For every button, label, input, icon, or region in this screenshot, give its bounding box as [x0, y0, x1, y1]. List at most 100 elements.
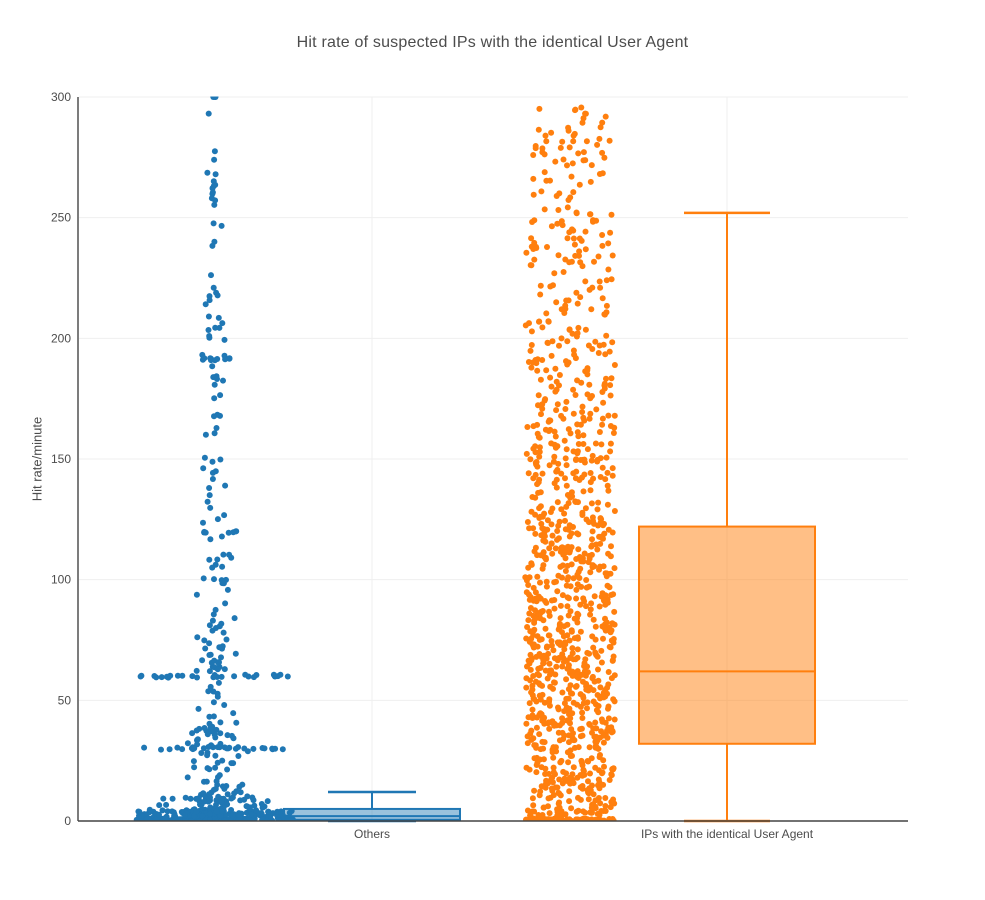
data-point[interactable] [573, 595, 580, 602]
data-point[interactable] [565, 297, 572, 304]
data-point[interactable] [555, 252, 562, 259]
data-point[interactable] [562, 455, 569, 462]
data-point[interactable] [528, 328, 535, 335]
data-point[interactable] [164, 808, 171, 815]
data-point[interactable] [561, 700, 568, 707]
data-point[interactable] [608, 627, 615, 634]
data-point[interactable] [607, 644, 614, 651]
data-point[interactable] [236, 783, 243, 790]
data-point[interactable] [538, 520, 545, 527]
data-point[interactable] [579, 671, 585, 678]
data-point[interactable] [224, 732, 231, 739]
data-point[interactable] [536, 692, 543, 699]
data-point[interactable] [608, 276, 615, 283]
data-point[interactable] [210, 699, 217, 706]
data-point[interactable] [532, 530, 539, 537]
data-point[interactable] [556, 776, 563, 783]
data-point[interactable] [564, 621, 571, 628]
data-point[interactable] [609, 472, 616, 479]
data-point[interactable] [540, 657, 547, 664]
data-point[interactable] [608, 771, 615, 778]
data-point[interactable] [605, 526, 612, 533]
data-point[interactable] [137, 673, 144, 680]
data-point[interactable] [206, 485, 213, 491]
data-point[interactable] [562, 517, 568, 524]
data-point[interactable] [528, 635, 535, 642]
data-point[interactable] [559, 544, 566, 551]
data-point[interactable] [535, 392, 542, 399]
data-point[interactable] [539, 324, 546, 331]
data-point[interactable] [526, 700, 533, 707]
data-point[interactable] [556, 190, 563, 197]
box-iqr[interactable] [283, 807, 461, 821]
data-point[interactable] [523, 720, 530, 727]
data-point[interactable] [582, 246, 589, 253]
data-point[interactable] [210, 713, 217, 720]
data-point[interactable] [603, 375, 609, 382]
data-point[interactable] [219, 563, 226, 570]
data-point[interactable] [230, 529, 237, 536]
data-point[interactable] [561, 732, 568, 739]
data-point[interactable] [565, 612, 572, 619]
data-point[interactable] [526, 320, 532, 327]
data-point[interactable] [208, 272, 214, 279]
data-point[interactable] [529, 686, 536, 693]
data-point[interactable] [549, 532, 556, 539]
data-point[interactable] [538, 188, 545, 195]
data-point[interactable] [210, 284, 217, 291]
data-point[interactable] [611, 608, 618, 615]
data-point[interactable] [579, 715, 586, 721]
data-point[interactable] [570, 347, 577, 354]
data-point[interactable] [565, 574, 572, 581]
data-point[interactable] [586, 381, 593, 388]
data-point[interactable] [570, 575, 577, 582]
data-point[interactable] [537, 595, 544, 602]
data-point[interactable] [580, 815, 587, 822]
data-point[interactable] [569, 330, 576, 337]
data-point[interactable] [545, 428, 552, 434]
data-point[interactable] [243, 803, 250, 810]
data-point[interactable] [592, 649, 599, 656]
data-point[interactable] [172, 813, 179, 820]
data-point[interactable] [179, 746, 186, 753]
data-point[interactable] [542, 667, 549, 674]
data-point[interactable] [582, 505, 589, 512]
data-point[interactable] [576, 235, 583, 242]
data-point[interactable] [167, 672, 174, 679]
data-point[interactable] [570, 138, 577, 145]
data-point[interactable] [212, 181, 219, 188]
data-point[interactable] [215, 679, 222, 686]
data-point[interactable] [206, 293, 213, 300]
data-point[interactable] [206, 810, 213, 817]
data-point[interactable] [597, 474, 604, 480]
data-point[interactable] [589, 452, 596, 459]
data-point[interactable] [537, 291, 544, 298]
data-point[interactable] [609, 252, 616, 259]
data-point[interactable] [588, 500, 595, 507]
data-point[interactable] [547, 374, 554, 381]
data-point[interactable] [610, 653, 617, 660]
data-point[interactable] [604, 469, 611, 476]
data-point[interactable] [264, 798, 271, 805]
data-point[interactable] [536, 318, 543, 325]
data-point[interactable] [539, 470, 546, 477]
data-point[interactable] [604, 501, 611, 508]
data-point[interactable] [205, 110, 212, 117]
data-point[interactable] [586, 555, 593, 562]
data-point[interactable] [598, 808, 605, 814]
data-point[interactable] [573, 289, 580, 296]
data-point[interactable] [541, 554, 548, 561]
data-point[interactable] [579, 509, 586, 516]
data-point[interactable] [545, 770, 552, 777]
data-point[interactable] [592, 440, 599, 447]
data-point[interactable] [568, 561, 575, 568]
data-point[interactable] [193, 727, 200, 734]
data-point[interactable] [556, 722, 563, 729]
data-point[interactable] [606, 584, 613, 591]
data-point[interactable] [542, 538, 549, 545]
data-point[interactable] [228, 760, 235, 767]
data-point[interactable] [551, 579, 558, 586]
data-point[interactable] [600, 781, 607, 788]
data-point[interactable] [279, 746, 286, 753]
data-point[interactable] [596, 135, 603, 142]
